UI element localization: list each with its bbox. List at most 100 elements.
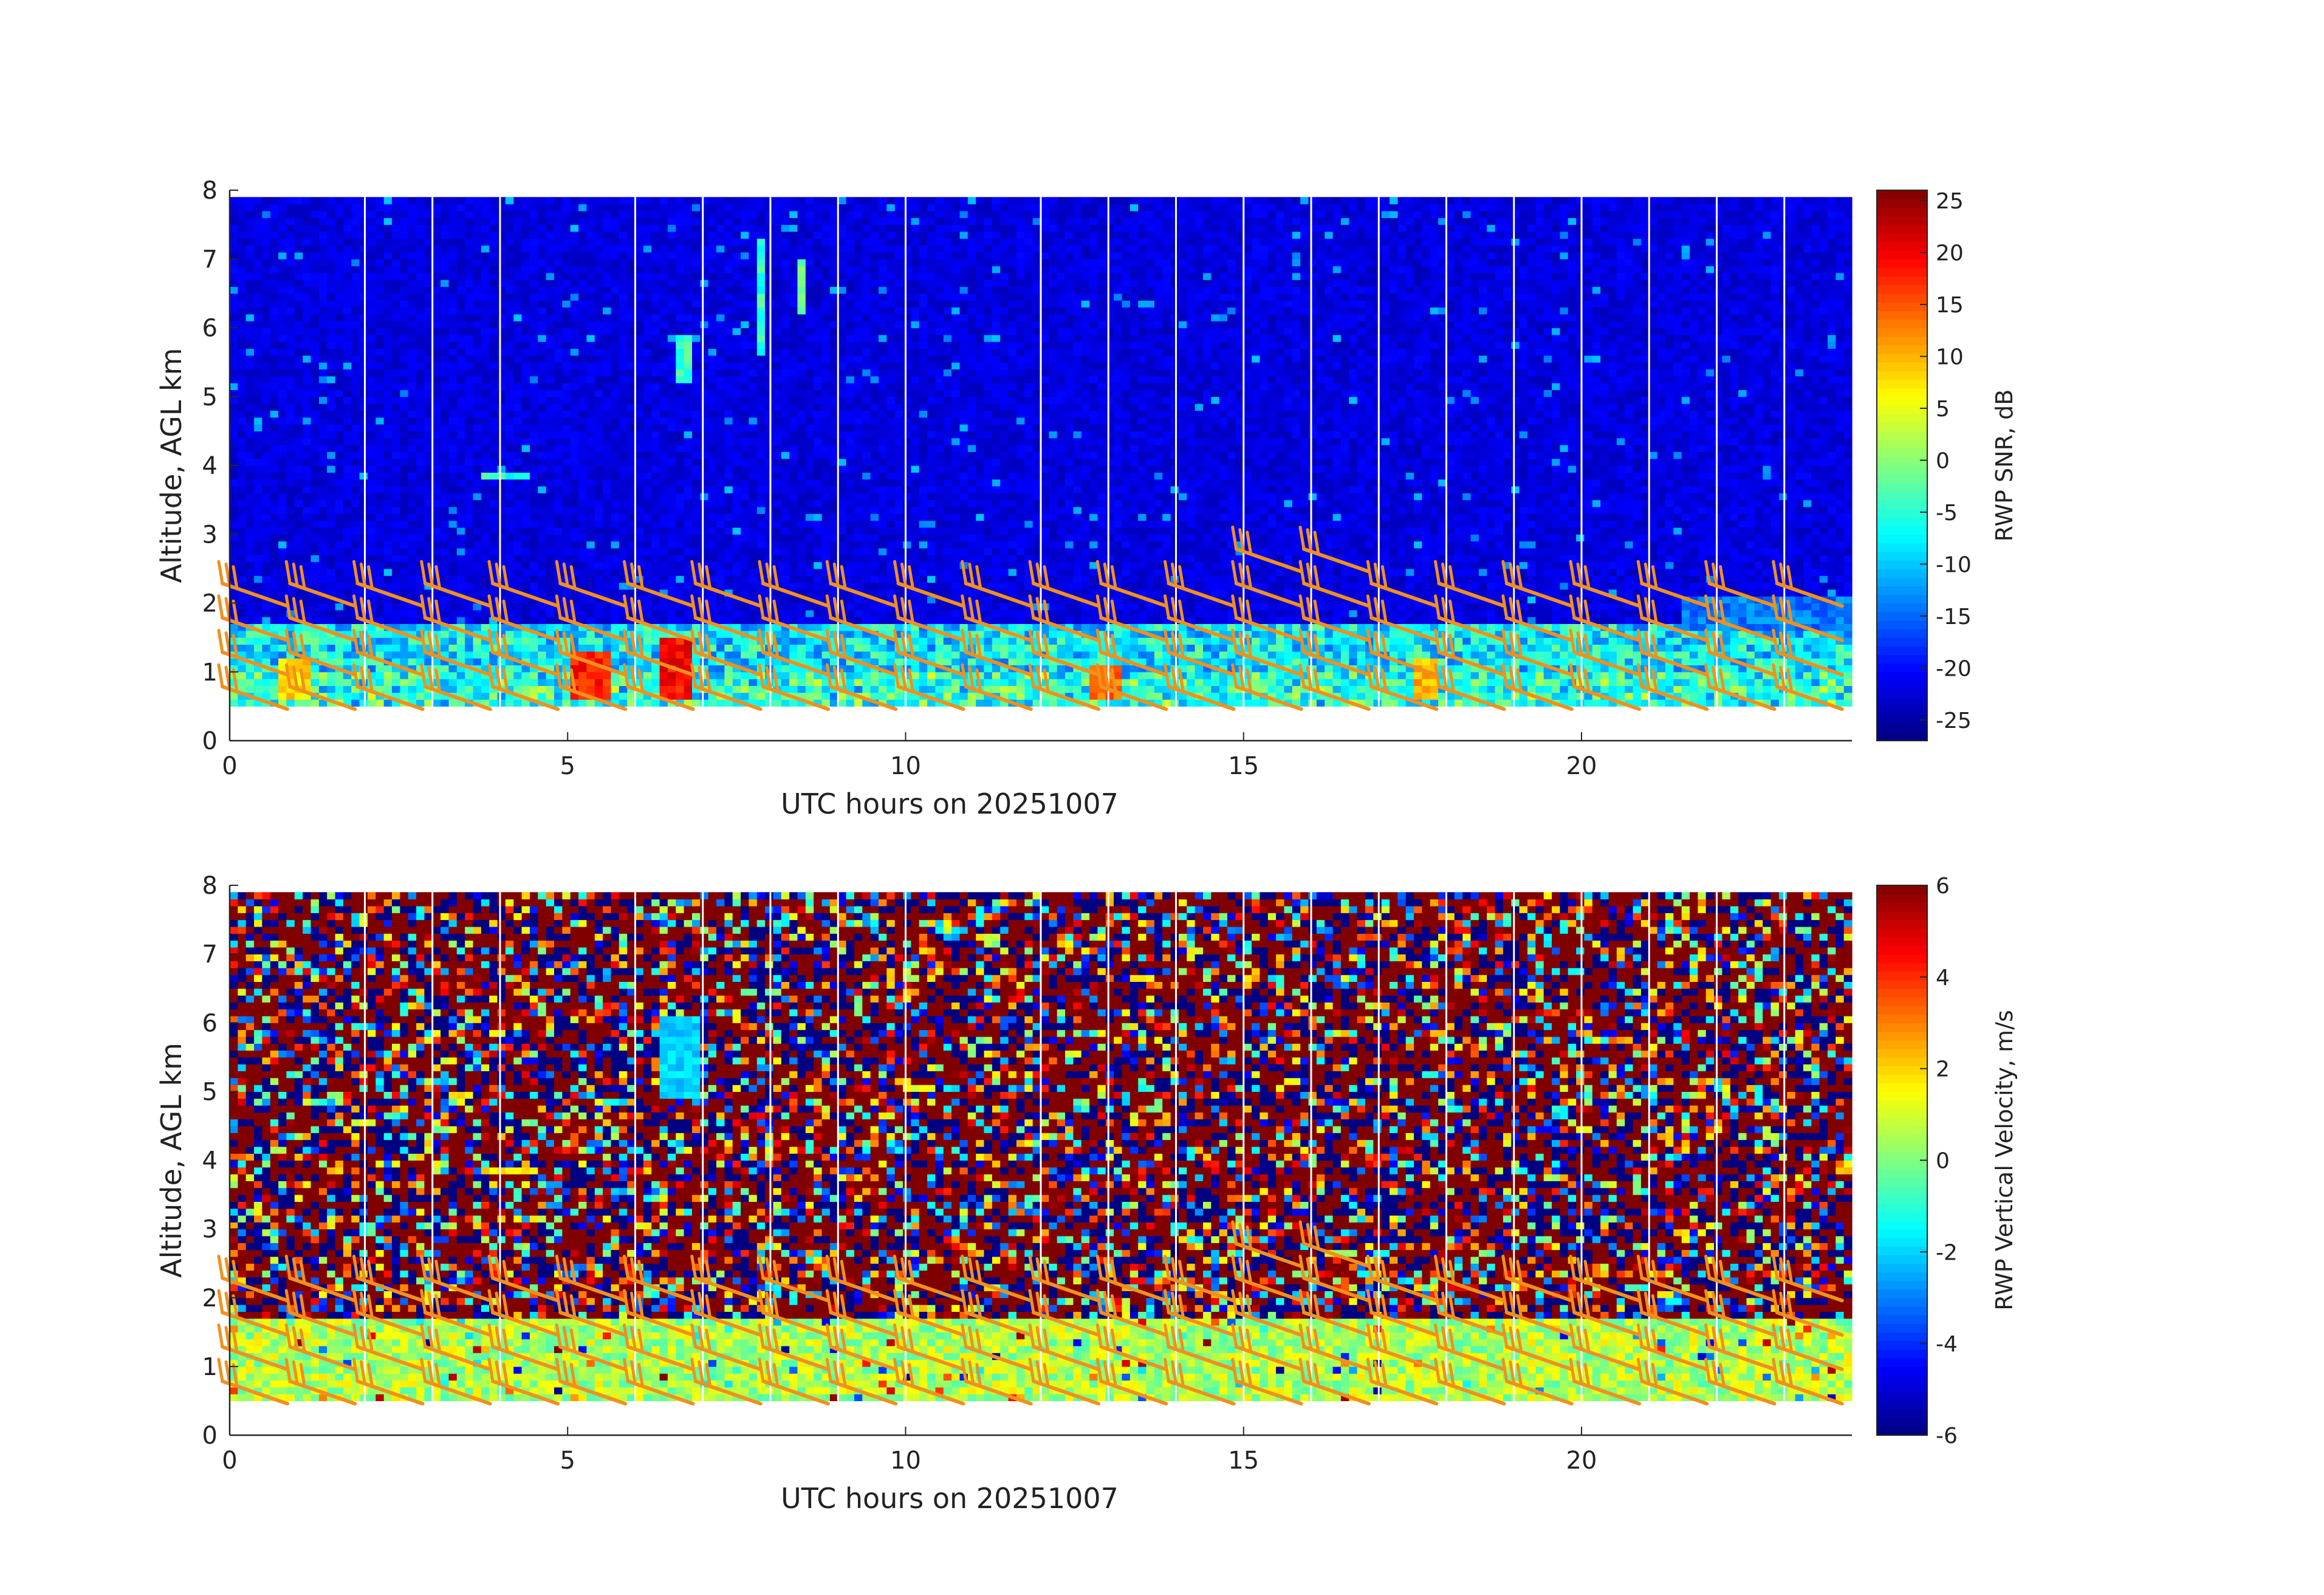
heatmap-cell xyxy=(513,300,523,308)
heatmap-cell xyxy=(456,617,465,624)
heatmap-cell xyxy=(651,575,660,583)
heatmap-cell xyxy=(303,321,312,329)
heatmap-cell xyxy=(270,252,279,259)
heatmap-cell xyxy=(351,341,360,349)
heatmap-cell xyxy=(456,437,465,445)
heatmap-cell xyxy=(270,561,279,569)
heatmap-cell xyxy=(392,451,400,459)
heatmap-cell xyxy=(732,561,741,569)
heatmap-cell xyxy=(392,458,400,466)
heatmap-cell xyxy=(554,479,563,487)
heatmap-cell xyxy=(594,568,603,576)
heatmap-cell xyxy=(521,383,530,390)
heatmap-cell xyxy=(554,300,563,308)
heatmap-cell xyxy=(343,437,352,445)
heatmap-cell xyxy=(368,527,376,535)
heatmap-cell xyxy=(676,541,685,549)
heatmap-cell xyxy=(586,458,595,466)
heatmap-cell xyxy=(456,699,465,707)
heatmap-cell xyxy=(643,644,652,652)
heatmap-cell xyxy=(456,527,465,535)
heatmap-cell xyxy=(335,651,344,659)
heatmap-cell xyxy=(570,259,579,267)
heatmap-cell xyxy=(230,623,238,631)
heatmap-cell xyxy=(554,321,563,329)
heatmap-cell xyxy=(708,589,717,597)
heatmap-cell xyxy=(456,609,465,617)
heatmap-cell xyxy=(756,300,766,308)
heatmap-cell xyxy=(230,376,238,383)
heatmap-cell xyxy=(505,534,514,542)
heatmap-cell xyxy=(424,286,433,294)
heatmap-cell xyxy=(692,321,701,329)
heatmap-cell xyxy=(765,224,774,232)
heatmap-cell xyxy=(521,493,530,501)
heatmap-cell xyxy=(554,451,563,459)
heatmap-cell xyxy=(643,245,652,253)
heatmap-cell xyxy=(245,286,255,294)
heatmap-cell xyxy=(375,685,385,693)
heatmap-cell xyxy=(546,617,555,624)
heatmap-cell xyxy=(554,541,563,549)
heatmap-cell xyxy=(375,362,385,369)
heatmap-cell xyxy=(270,280,279,287)
heatmap-cell xyxy=(546,259,555,267)
heatmap-cell xyxy=(773,527,782,535)
heatmap-cell xyxy=(440,197,450,205)
heatmap-cell xyxy=(667,286,676,294)
heatmap-cell xyxy=(692,334,701,342)
heatmap-cell xyxy=(692,534,701,542)
heatmap-cell xyxy=(562,314,571,321)
heatmap-cell xyxy=(643,699,652,707)
heatmap-cell xyxy=(692,458,701,466)
heatmap-cell xyxy=(586,637,595,645)
heatmap-cell xyxy=(359,417,368,425)
heatmap-cell xyxy=(659,589,668,597)
heatmap-cell xyxy=(562,547,571,555)
heatmap-cell xyxy=(303,486,312,493)
heatmap-cell xyxy=(530,665,538,673)
heatmap-cell xyxy=(245,376,255,383)
heatmap-cell xyxy=(538,644,547,652)
heatmap-cell xyxy=(489,266,498,273)
heatmap-cell xyxy=(643,341,652,349)
heatmap-cell xyxy=(310,383,320,390)
heatmap-cell xyxy=(538,383,547,390)
heatmap-cell xyxy=(456,534,465,542)
heatmap-cell xyxy=(724,410,733,418)
heatmap-cell xyxy=(238,348,247,356)
heatmap-cell xyxy=(416,541,425,549)
heatmap-cell xyxy=(238,506,247,514)
heatmap-cell xyxy=(238,437,247,445)
heatmap-cell xyxy=(700,307,709,315)
heatmap-cell xyxy=(245,458,255,466)
heatmap-cell xyxy=(473,644,482,652)
heatmap-cell xyxy=(756,417,766,425)
heatmap-cell xyxy=(603,341,612,349)
heatmap-cell xyxy=(392,437,400,445)
heatmap-cell xyxy=(424,547,433,555)
heatmap-cell xyxy=(741,321,749,329)
heatmap-cell xyxy=(570,218,579,225)
heatmap-cell xyxy=(627,355,636,363)
heatmap-cell xyxy=(586,665,595,673)
heatmap-cell xyxy=(416,506,425,514)
heatmap-cell xyxy=(554,547,563,555)
heatmap-cell xyxy=(343,417,352,425)
heatmap-cell xyxy=(554,197,563,205)
heatmap-cell xyxy=(554,692,563,700)
heatmap-cell xyxy=(651,458,660,466)
heatmap-cell xyxy=(383,699,392,707)
heatmap-cell xyxy=(375,555,385,563)
heatmap-cell xyxy=(497,513,506,521)
heatmap-cell xyxy=(481,334,490,342)
heatmap-cell xyxy=(294,575,303,583)
heatmap-cell xyxy=(611,252,620,259)
heatmap-cell xyxy=(254,513,262,521)
heatmap-cell xyxy=(594,218,603,225)
heatmap-cell xyxy=(254,348,262,356)
heatmap-cell xyxy=(716,671,725,679)
heatmap-cell xyxy=(254,376,262,383)
heatmap-cell xyxy=(368,300,376,308)
heatmap-cell xyxy=(359,561,368,569)
